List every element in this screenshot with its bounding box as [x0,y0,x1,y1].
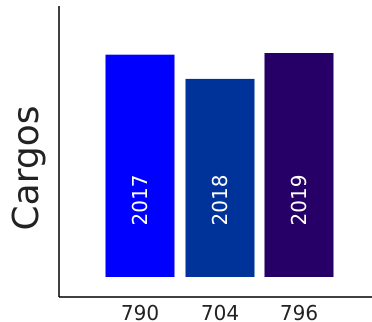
bar-label-2019: 2019 [287,175,311,226]
bar-labels: 2017 2018 2019 [128,175,311,226]
x-tick-label: 796 [280,301,318,322]
bars [105,53,334,277]
y-axis-label: Cargos [6,106,47,231]
x-tick-labels: 790 704 796 [121,301,318,322]
bar-2019 [264,53,334,277]
bar-label-2018: 2018 [208,175,232,226]
bar-label-2017: 2017 [128,175,152,226]
x-tick-label: 790 [121,301,159,322]
bar-2017 [105,54,175,277]
x-tick-label: 704 [201,301,239,322]
bar-2018 [185,78,255,277]
